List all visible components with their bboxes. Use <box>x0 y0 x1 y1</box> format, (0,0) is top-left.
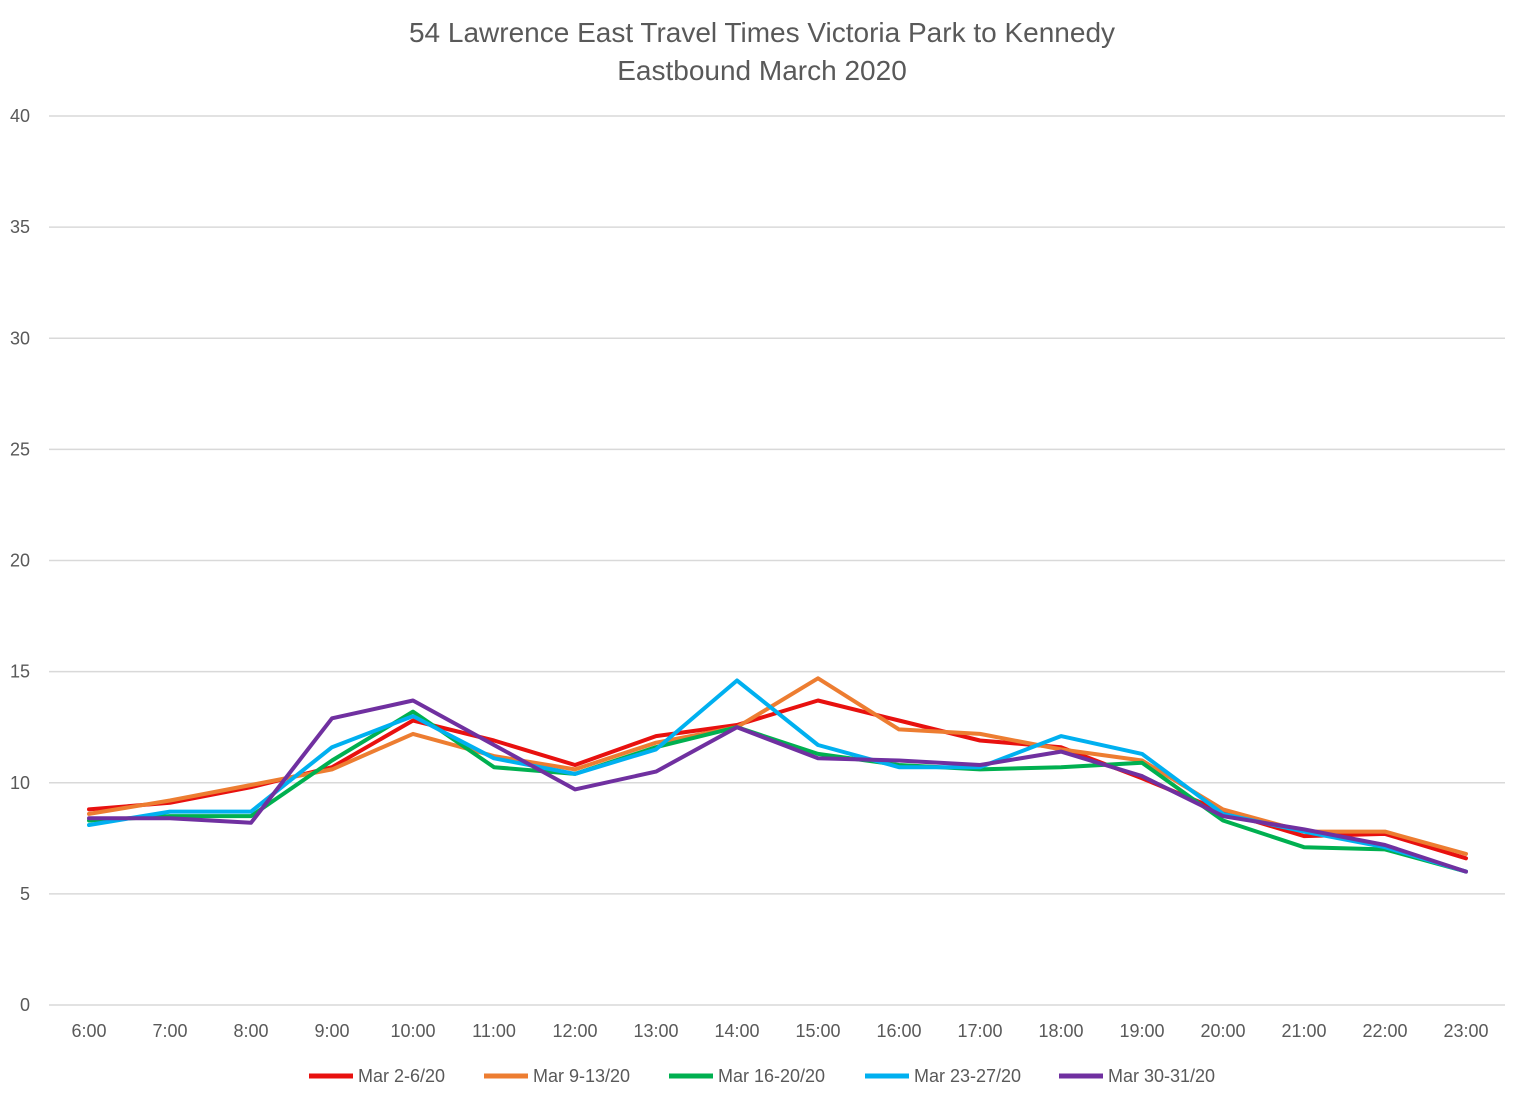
y-tick-label: 30 <box>10 328 30 348</box>
legend-label: Mar 2-6/20 <box>358 1066 445 1086</box>
x-tick-label: 15:00 <box>795 1021 840 1041</box>
x-tick-label: 13:00 <box>633 1021 678 1041</box>
y-tick-label: 0 <box>20 995 30 1015</box>
legend-label: Mar 9-13/20 <box>533 1066 630 1086</box>
legend: Mar 2-6/20 Mar 9-13/20 Mar 16-20/20 Mar 23-… <box>309 1066 1215 1086</box>
legend-label: Mar 30-31/20 <box>1108 1066 1215 1086</box>
x-tick-label: 17:00 <box>957 1021 1002 1041</box>
y-tick-label: 10 <box>10 773 30 793</box>
y-tick-label: 40 <box>10 106 30 126</box>
x-tick-label: 8:00 <box>233 1021 268 1041</box>
y-tick-label: 35 <box>10 217 30 237</box>
x-tick-label: 7:00 <box>152 1021 187 1041</box>
x-tick-label: 11:00 <box>472 1021 516 1041</box>
y-tick-label: 5 <box>20 884 30 904</box>
y-tick-label: 15 <box>10 662 30 682</box>
series-line-1 <box>87 698 1468 861</box>
chart-subtitle: Eastbound March 2020 <box>617 55 907 86</box>
gridlines <box>49 115 1505 1006</box>
y-axis-ticks: 0 5 10 15 20 25 30 35 40 <box>10 106 30 1015</box>
x-tick-label: 22:00 <box>1362 1021 1407 1041</box>
y-tick-label: 25 <box>10 439 30 459</box>
legend-label: Mar 16-20/20 <box>718 1066 825 1086</box>
x-tick-label: 23:00 <box>1443 1021 1488 1041</box>
x-tick-label: 18:00 <box>1038 1021 1083 1041</box>
chart-title: 54 Lawrence East Travel Times Victoria P… <box>409 17 1115 48</box>
x-tick-label: 21:00 <box>1281 1021 1326 1041</box>
x-tick-label: 9:00 <box>314 1021 349 1041</box>
series-line-5 <box>87 698 1468 874</box>
x-tick-label: 19:00 <box>1119 1021 1164 1041</box>
x-tick-label: 6:00 <box>71 1021 106 1041</box>
legend-label: Mar 23-27/20 <box>914 1066 1021 1086</box>
x-tick-label: 16:00 <box>876 1021 921 1041</box>
x-axis-ticks: 6:00 7:00 8:00 9:00 10:00 11:00 12:00 13:00 14:0… <box>71 1021 1488 1041</box>
series-line-3 <box>87 709 1468 874</box>
x-tick-label: 20:00 <box>1200 1021 1245 1041</box>
x-tick-label: 14:00 <box>714 1021 759 1041</box>
series-lines <box>87 676 1468 874</box>
y-tick-label: 20 <box>10 551 30 571</box>
x-tick-label: 10:00 <box>390 1021 435 1041</box>
x-tick-label: 12:00 <box>552 1021 597 1041</box>
series-line-4 <box>87 678 1468 874</box>
